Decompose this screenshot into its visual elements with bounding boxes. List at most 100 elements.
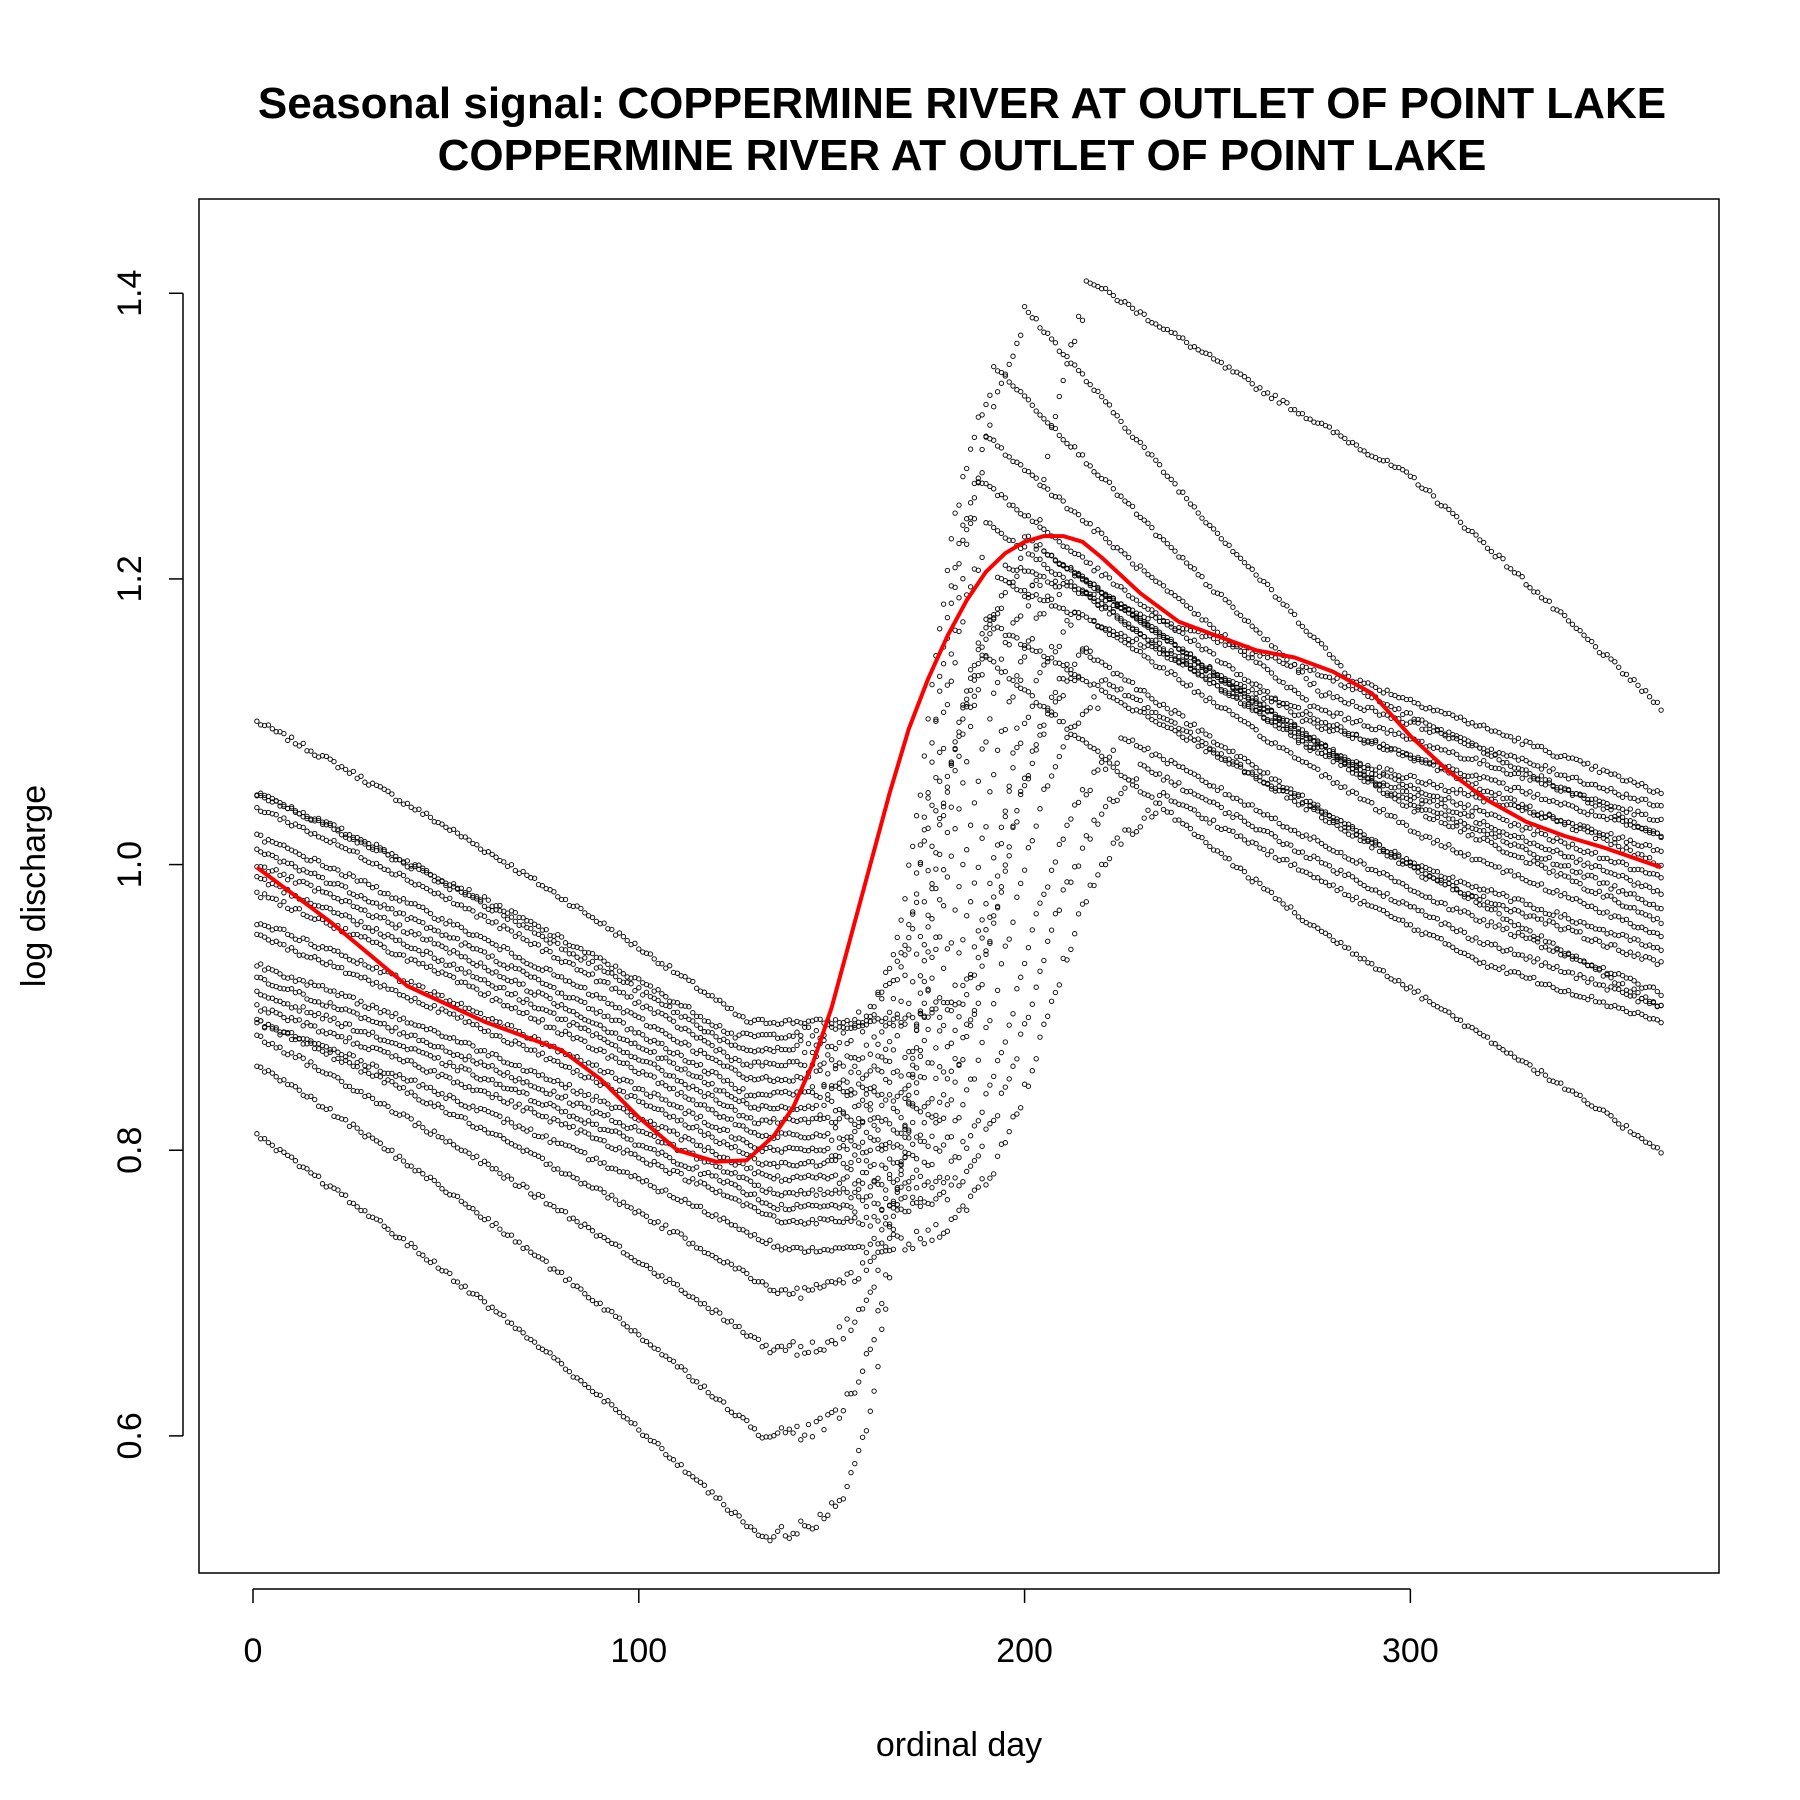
data-point	[393, 937, 399, 944]
data-point	[288, 945, 295, 951]
data-point	[1021, 654, 1028, 660]
data-point	[1523, 846, 1529, 853]
data-point	[1033, 615, 1039, 621]
data-point	[520, 958, 526, 964]
data-point	[686, 1108, 692, 1114]
data-point	[1326, 753, 1333, 760]
data-point	[601, 1026, 607, 1032]
data-point	[331, 881, 337, 887]
data-point	[1419, 738, 1425, 745]
data-point	[520, 1067, 526, 1074]
data-point	[1315, 802, 1321, 808]
data-point	[1153, 643, 1159, 649]
data-point	[886, 1058, 893, 1065]
data-point	[454, 902, 461, 908]
data-point	[767, 1144, 773, 1151]
data-point	[697, 1128, 704, 1134]
data-point	[535, 1006, 542, 1012]
data-point	[1589, 923, 1595, 930]
data-point	[589, 1075, 596, 1081]
data-point	[1592, 890, 1599, 897]
data-point	[832, 1172, 839, 1178]
data-point	[933, 999, 939, 1005]
data-point	[690, 1018, 696, 1024]
data-point	[1102, 662, 1109, 668]
data-point	[1515, 571, 1522, 577]
data-point	[485, 937, 491, 944]
data-point	[1488, 746, 1495, 752]
data-point	[609, 1001, 615, 1007]
data-point	[1504, 840, 1510, 846]
data-point	[670, 1128, 677, 1134]
data-point	[1253, 700, 1259, 707]
data-point	[1141, 311, 1147, 317]
data-point	[400, 872, 407, 879]
data-point	[659, 1010, 665, 1017]
data-point	[578, 957, 584, 963]
data-point	[1473, 532, 1479, 538]
data-point	[477, 1025, 484, 1032]
data-point	[917, 859, 924, 866]
data-point	[1195, 611, 1201, 618]
data-point	[1461, 826, 1468, 832]
data-point	[1245, 703, 1251, 710]
data-point	[466, 931, 472, 938]
data-point	[701, 1038, 708, 1044]
data-point	[531, 1016, 538, 1022]
data-point	[373, 926, 380, 932]
data-point	[1087, 521, 1093, 527]
data-point	[724, 1141, 731, 1148]
data-point	[501, 859, 507, 865]
data-point	[497, 1033, 503, 1039]
data-point	[1446, 816, 1452, 822]
data-point	[844, 1174, 850, 1180]
data-point	[454, 830, 461, 836]
data-point	[667, 1016, 673, 1022]
data-point	[1041, 731, 1047, 737]
data-point	[1527, 789, 1533, 795]
data-point	[335, 826, 341, 832]
data-point	[886, 965, 893, 972]
data-point	[1315, 750, 1321, 756]
data-point	[1330, 713, 1336, 719]
data-point	[709, 1092, 715, 1099]
data-point	[798, 1161, 804, 1167]
data-point	[964, 991, 970, 998]
data-point	[813, 1175, 819, 1181]
data-point	[1519, 788, 1525, 795]
data-point	[1261, 390, 1267, 397]
data-point	[929, 843, 935, 849]
data-point	[327, 880, 333, 887]
data-point	[566, 995, 573, 1001]
data-point	[944, 614, 951, 621]
data-point	[694, 1123, 700, 1130]
data-point	[1172, 330, 1178, 336]
data-point	[1164, 635, 1170, 641]
data-point	[1257, 683, 1263, 689]
data-point	[1210, 526, 1217, 532]
data-point	[705, 1071, 711, 1077]
data-point	[435, 1009, 441, 1015]
data-point	[531, 992, 538, 998]
data-point	[551, 938, 557, 944]
data-point	[670, 1009, 677, 1016]
data-point	[358, 934, 364, 940]
data-point	[709, 1134, 715, 1140]
data-point	[312, 818, 318, 824]
data-point	[1176, 710, 1182, 717]
data-point	[362, 934, 368, 940]
data-point	[979, 746, 985, 752]
data-point	[1612, 817, 1618, 823]
data-point	[740, 1062, 746, 1068]
data-point	[1010, 750, 1016, 756]
data-point	[342, 993, 349, 999]
data-point	[362, 779, 368, 785]
data-point	[1041, 722, 1047, 728]
data-point	[983, 927, 989, 933]
data-point	[1535, 791, 1541, 798]
data-point	[1581, 781, 1587, 787]
data-point	[1222, 745, 1228, 751]
data-point	[1183, 603, 1190, 609]
data-point	[956, 806, 962, 812]
